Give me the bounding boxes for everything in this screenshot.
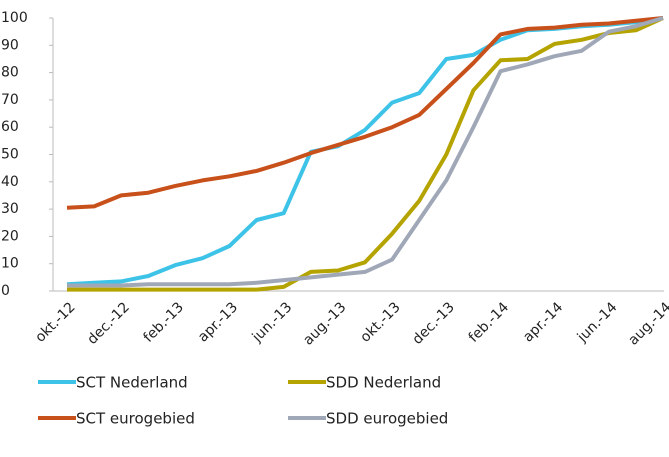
y-tick-label: 10 xyxy=(1,256,19,272)
y-tick-label: 30 xyxy=(1,201,19,217)
x-tick-label: okt.-13 xyxy=(357,299,403,345)
legend-label: SCT eurogebied xyxy=(76,410,195,428)
x-tick-label: dec.-12 xyxy=(84,299,132,347)
y-tick-label: 70 xyxy=(1,92,19,108)
y-tick-label: 100 xyxy=(1,10,28,26)
legend-label: SCT Nederland xyxy=(76,374,188,392)
x-tick-label: jun.-14 xyxy=(574,299,621,346)
series-line xyxy=(66,16,664,210)
x-tick-label: apr.-13 xyxy=(195,299,241,345)
series-line xyxy=(67,16,664,292)
series-line xyxy=(67,16,664,288)
x-tick-label: okt.-12 xyxy=(32,299,78,345)
x-tick-label: dec.-13 xyxy=(409,299,457,347)
y-tick-label: 60 xyxy=(1,119,19,135)
x-tick-label: apr.-14 xyxy=(520,299,566,345)
legend-label: SDD eurogebied xyxy=(326,410,448,428)
x-tick-label: feb.-14 xyxy=(466,299,513,346)
y-tick-label: 0 xyxy=(1,283,10,299)
y-tick-label: 50 xyxy=(1,147,19,163)
x-tick-label: aug.-13 xyxy=(300,299,349,348)
legend-label: SDD Nederland xyxy=(326,374,441,392)
series-line xyxy=(66,16,664,287)
x-tick-label: jun.-13 xyxy=(249,299,296,346)
y-tick-label: 80 xyxy=(1,65,19,81)
x-tick-label: feb.-13 xyxy=(141,299,187,345)
y-tick-label: 20 xyxy=(1,228,19,244)
y-tick-label: 90 xyxy=(1,37,19,53)
x-tick-label: aug.-14 xyxy=(625,299,669,348)
y-tick-label: 40 xyxy=(1,174,19,190)
